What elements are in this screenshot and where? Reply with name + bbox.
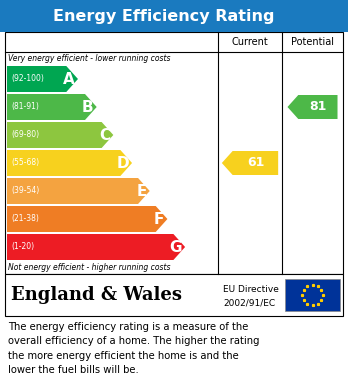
Text: (39-54): (39-54) <box>11 187 39 196</box>
Polygon shape <box>7 66 78 92</box>
Text: The energy efficiency rating is a measure of the
overall efficiency of a home. T: The energy efficiency rating is a measur… <box>8 322 260 375</box>
Bar <box>285 279 340 311</box>
Text: E: E <box>136 183 147 199</box>
Polygon shape <box>7 122 113 148</box>
Text: (92-100): (92-100) <box>11 75 44 84</box>
Polygon shape <box>7 206 167 232</box>
Polygon shape <box>7 94 97 120</box>
Text: Not energy efficient - higher running costs: Not energy efficient - higher running co… <box>8 263 171 272</box>
Text: 2002/91/EC: 2002/91/EC <box>223 298 275 307</box>
Polygon shape <box>7 178 150 204</box>
Polygon shape <box>7 150 132 176</box>
Text: Potential: Potential <box>291 37 334 47</box>
Text: (81-91): (81-91) <box>11 102 39 111</box>
Polygon shape <box>287 95 338 119</box>
Text: G: G <box>169 240 182 255</box>
Text: F: F <box>154 212 164 226</box>
Text: EU Directive: EU Directive <box>223 285 279 294</box>
Text: A: A <box>63 72 75 86</box>
Text: Energy Efficiency Rating: Energy Efficiency Rating <box>53 9 274 23</box>
Text: (69-80): (69-80) <box>11 131 39 140</box>
Text: Very energy efficient - lower running costs: Very energy efficient - lower running co… <box>8 54 171 63</box>
Text: 81: 81 <box>309 100 326 113</box>
Text: (21-38): (21-38) <box>11 215 39 224</box>
Bar <box>5 32 343 274</box>
Text: 61: 61 <box>247 156 264 170</box>
Polygon shape <box>7 234 185 260</box>
Bar <box>0 0 348 32</box>
Text: England & Wales: England & Wales <box>11 286 182 304</box>
Text: (1-20): (1-20) <box>11 242 34 251</box>
Text: (55-68): (55-68) <box>11 158 39 167</box>
Text: D: D <box>117 156 129 170</box>
Text: C: C <box>99 127 110 142</box>
Bar <box>5 274 343 316</box>
Text: Current: Current <box>232 37 268 47</box>
Polygon shape <box>222 151 278 175</box>
Text: B: B <box>82 99 94 115</box>
